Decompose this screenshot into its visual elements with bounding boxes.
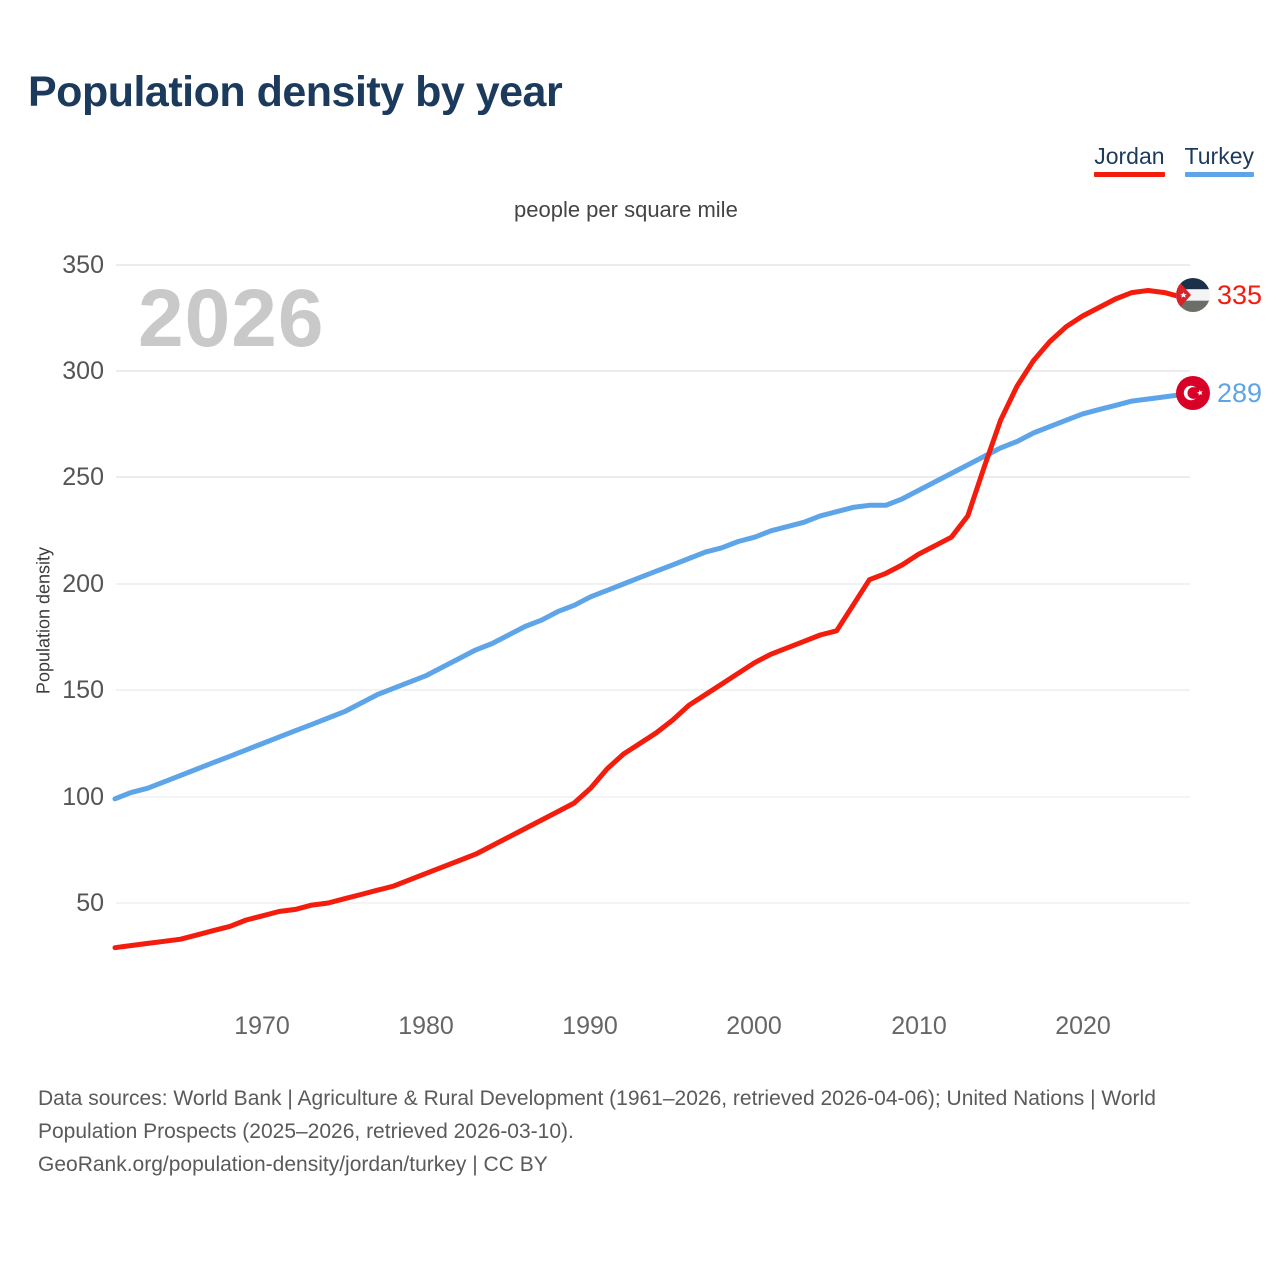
x-tick-2000: 2000 [726,1012,782,1040]
legend-label-jordan: Jordan [1094,143,1165,169]
gridlines [116,264,1190,904]
y-tick-50: 50 [76,889,104,917]
footer-sources: Data sources: World Bank | Agriculture &… [38,1087,1156,1144]
jordan-flag-icon [1176,278,1210,312]
y-tick-150: 150 [62,676,104,704]
legend-rule-jordan [1094,172,1165,178]
y-tick-200: 200 [62,570,104,598]
y-tick-300: 300 [62,357,104,385]
end-value-jordan: 335 [1217,279,1263,310]
y-tick-100: 100 [62,783,104,811]
x-tick-1970: 1970 [234,1012,290,1040]
y-tick-250: 250 [62,463,104,491]
y-tick-350: 350 [62,251,104,279]
turkey-flag-icon [1176,376,1210,410]
legend: Jordan Turkey [1094,143,1254,178]
legend-rule-turkey [1184,172,1254,178]
x-tick-2020: 2020 [1055,1012,1111,1040]
chart-subtitle: people per square mile [514,197,738,222]
plot-area: 2026 Population density 350 300 250 20 [34,251,1263,1040]
end-value-turkey: 289 [1217,377,1263,408]
x-tick-1990: 1990 [562,1012,618,1040]
legend-item-jordan[interactable]: Jordan [1094,143,1165,178]
series-line-jordan [112,288,1184,951]
end-label-jordan[interactable]: 335 [1176,278,1262,312]
legend-item-turkey[interactable]: Turkey [1184,143,1254,178]
chart-svg [112,264,1197,951]
series-line-turkey [112,392,1184,802]
x-tick-2010: 2010 [891,1012,947,1040]
year-watermark: 2026 [138,273,325,364]
footer: Data sources: World Bank | Agriculture &… [38,1082,1253,1182]
footer-attribution: GeoRank.org/population-density/jordan/tu… [38,1153,548,1177]
page-title: Population density by year [28,68,563,116]
x-tick-1980: 1980 [398,1012,454,1040]
legend-label-turkey: Turkey [1184,143,1254,169]
end-label-turkey[interactable]: 289 [1176,376,1262,410]
